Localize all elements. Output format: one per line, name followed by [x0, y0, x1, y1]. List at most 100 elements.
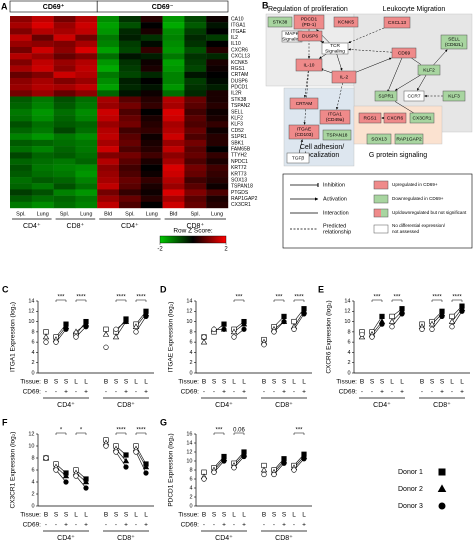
heatmap-cell: [206, 65, 229, 72]
tissue-label: L: [292, 379, 296, 386]
heatmap-cell: [31, 139, 54, 147]
heatmap-cell: [31, 16, 54, 23]
heatmap-cell: [206, 34, 229, 41]
pair-line: [431, 316, 443, 330]
edge: [348, 48, 393, 53]
heatmap-cell: [53, 90, 76, 97]
group-label: CD8⁺: [117, 401, 135, 409]
data-point: [42, 333, 50, 340]
heatmap-cell: [10, 40, 32, 48]
cd69-label: -: [451, 389, 453, 396]
heatmap-cell: [184, 46, 207, 54]
heatmap-cell: [31, 40, 54, 48]
panel-letter: C: [2, 284, 9, 294]
pair-line: [115, 451, 127, 468]
heatmap-cell: [97, 46, 120, 54]
data-point: [63, 479, 69, 485]
cd69-label: +: [380, 389, 384, 396]
group-label: CD8⁺: [433, 401, 451, 409]
node-label: PDCD1: [301, 17, 318, 23]
heatmap-cell: [97, 121, 120, 128]
heatmap-cell: [119, 28, 141, 35]
heatmap-cell: [184, 53, 207, 60]
group-label: CD8⁺: [275, 401, 293, 409]
heatmap-cell: [119, 127, 141, 134]
y-tick-label: 8: [189, 467, 192, 473]
node-label: (CD62L): [445, 42, 464, 48]
significance-label: ***: [295, 428, 303, 434]
cd69-label: -: [55, 389, 57, 396]
heatmap-cell: [10, 71, 32, 79]
y-tick-label: 12: [186, 449, 192, 455]
y-tick-label: 14: [28, 298, 34, 304]
legend-label: Donor 3: [398, 503, 423, 510]
heatmap-cell: [119, 158, 141, 165]
tissue-label: S: [222, 379, 227, 386]
heatmap-cell: [184, 158, 207, 165]
data-point: [43, 329, 49, 335]
heatmap-cell: [206, 115, 229, 122]
tissue-label: B: [104, 512, 108, 519]
data-point: [83, 324, 89, 330]
gene-label: TTYH2: [231, 153, 247, 159]
data-point: [143, 313, 149, 320]
tissue-label: L: [242, 379, 246, 386]
cd69-label: +: [302, 389, 306, 396]
cd69-label: -: [273, 522, 275, 529]
heatmap-cell: [184, 22, 207, 29]
tissue-label: S: [114, 512, 119, 519]
gene-label: PTGDS: [231, 190, 249, 196]
heatmap-cell: [31, 71, 54, 79]
significance-bracket: [115, 432, 127, 435]
heatmap-cell: [206, 84, 229, 91]
heatmap-cell: [206, 146, 229, 153]
heatmap-cell: [31, 189, 54, 196]
node: [319, 109, 351, 125]
significance-label: ***: [235, 295, 243, 301]
tissue-label: L: [450, 379, 454, 386]
heatmap-cell: [75, 22, 98, 29]
y-tick-label: 4: [31, 479, 34, 485]
significance-bracket: [371, 299, 383, 302]
data-point: [428, 320, 436, 327]
node-label: CXCL13: [388, 20, 406, 26]
significance-bracket: [55, 432, 67, 435]
heatmap-cell: [10, 28, 32, 35]
data-point: [359, 331, 365, 338]
heatmap-cell: [75, 77, 98, 85]
data-point: [439, 313, 445, 320]
heatmap-cell: [31, 96, 54, 103]
tissue-label: L: [302, 512, 306, 519]
node: [440, 34, 468, 50]
heatmap-cell: [31, 34, 54, 41]
data-point: [281, 460, 287, 466]
pair-line: [391, 313, 403, 327]
heatmap-cell: [184, 121, 207, 128]
heatmap-cell: [31, 84, 54, 91]
heatmap-cell: [10, 133, 32, 141]
heatmap-cell: [206, 189, 229, 196]
tissue-label: L: [74, 379, 78, 386]
tissue-label: L: [144, 379, 148, 386]
heatmap-cell: [140, 65, 163, 72]
heatmap-cell: [10, 34, 32, 41]
heatmap-cell: [97, 152, 120, 159]
node-label: RAP1GAP2: [396, 136, 422, 142]
heatmap-cell: [119, 16, 141, 23]
heatmap-cell: [140, 152, 163, 159]
data-point: [379, 321, 385, 327]
tissue-label: S: [54, 379, 59, 386]
panel-letter: F: [2, 417, 8, 427]
tissue-label: L: [390, 379, 394, 386]
tissue-label: S: [212, 512, 217, 519]
heatmap-cell: [140, 22, 163, 29]
heatmap-cell: [75, 201, 98, 209]
gene-label: SELL: [231, 109, 243, 115]
heatmap-cell: [75, 34, 98, 41]
node: [321, 42, 349, 55]
y-tick-label: 0: [31, 503, 34, 509]
data-point: [231, 465, 237, 471]
node-label: DUSP6: [302, 33, 318, 39]
node-label: STK38: [273, 19, 288, 25]
heatmap-cell: [31, 22, 54, 29]
